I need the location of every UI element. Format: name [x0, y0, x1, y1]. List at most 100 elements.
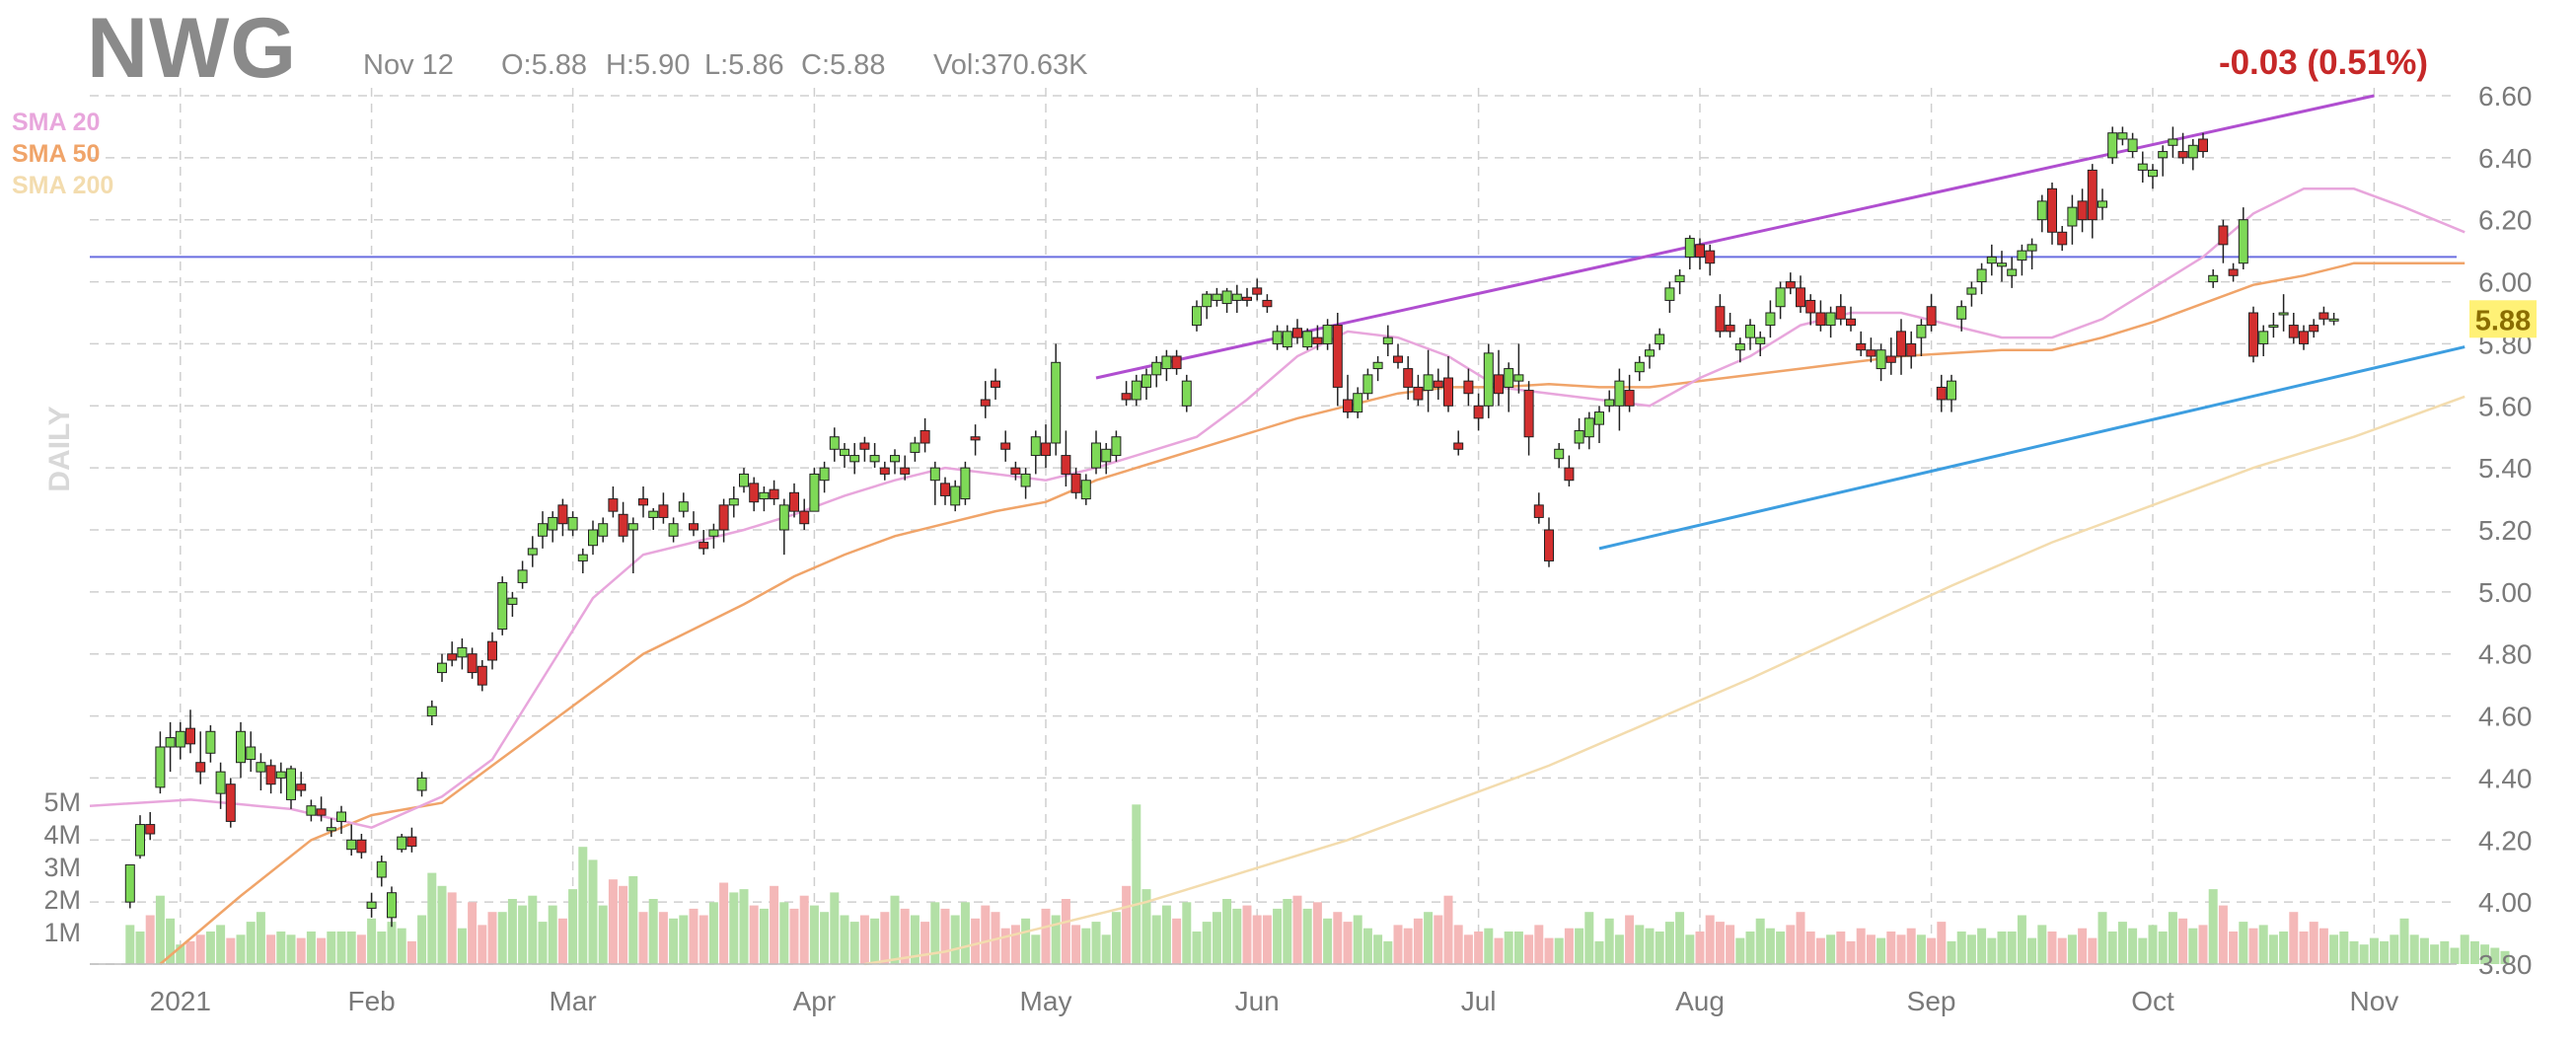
volume-bar [2188, 929, 2197, 964]
candle-body [1776, 288, 1785, 307]
volume-bar [2138, 938, 2147, 964]
volume-bar [578, 847, 587, 964]
candle-body [2239, 220, 2247, 263]
candle-body [508, 598, 517, 604]
high-value: H:5.90 [606, 49, 690, 82]
candle-body [1323, 326, 1332, 344]
candle-body [458, 647, 467, 656]
volume-bar [1162, 906, 1171, 964]
candle-body [1394, 356, 1403, 362]
candle-body [1363, 375, 1372, 394]
candle-body [1001, 443, 1010, 449]
candle-body [1062, 456, 1070, 475]
y-tick-label: 4.60 [2478, 702, 2533, 732]
candle-body [1283, 332, 1291, 347]
candle-body [1977, 269, 1986, 282]
candle-body [1897, 332, 1906, 356]
candle-body [307, 806, 316, 815]
volume-bar [2078, 929, 2087, 964]
candle-body [1886, 356, 1895, 362]
legend-sma50: SMA 50 [12, 140, 100, 169]
volume-bar [1464, 934, 1473, 964]
candle-body [770, 489, 778, 498]
volume-bar [841, 916, 849, 965]
candle-body [2027, 245, 2036, 251]
candle-body [841, 449, 849, 455]
candle-body [1826, 313, 1835, 326]
candle-body [407, 837, 416, 846]
candle-body [2149, 170, 2158, 176]
y-tick-label: 6.20 [2478, 205, 2533, 236]
volume-bar [891, 896, 900, 964]
volume-bar [2229, 932, 2238, 964]
candle-body [1806, 300, 1815, 313]
volume-bar [206, 932, 215, 964]
candle-body [2269, 326, 2278, 328]
volume-bar [1243, 906, 1252, 964]
candle-body [1907, 343, 1916, 356]
candle-body [156, 747, 165, 787]
volume-bar [237, 934, 246, 964]
candle-body [488, 641, 497, 660]
candle-body [578, 555, 587, 560]
candle-body [1746, 326, 1755, 338]
volume-bar [549, 906, 557, 964]
y-tick-label: 6.00 [2478, 267, 2533, 298]
volume-bar [810, 906, 819, 964]
ticker-symbol: NWG [87, 0, 297, 98]
candle-body [1052, 362, 1061, 443]
candle-body [760, 492, 769, 498]
candle-body [1495, 375, 1504, 394]
volume-bar [1505, 932, 1513, 964]
volume-bar [498, 912, 507, 964]
candle-body [920, 430, 929, 443]
candle-body [1344, 400, 1353, 412]
candle-body [237, 731, 246, 762]
candle-body [639, 499, 648, 505]
candle-body [1847, 319, 1856, 325]
candle-body [1031, 437, 1040, 456]
volume-bar [2420, 938, 2429, 964]
volume-bar [417, 916, 426, 965]
volume-bar [1685, 934, 1694, 964]
candle-body [166, 738, 175, 747]
candle-body [1021, 474, 1030, 486]
legend-sma200: SMA 200 [12, 172, 113, 200]
volume-bar [740, 889, 749, 964]
candle-body [1967, 288, 1976, 294]
volume-bar [1383, 941, 1392, 964]
volume-bar [1011, 925, 1020, 964]
candle-body [2310, 326, 2318, 332]
volume-bar [257, 912, 265, 964]
volume-bar [1102, 934, 1111, 964]
volume-bar [2219, 906, 2228, 964]
volume-bar [558, 919, 567, 964]
volume-bar [1726, 925, 1734, 964]
candle-body [2048, 188, 2057, 232]
y-tick-label: 5.60 [2478, 391, 2533, 421]
candle-body [2169, 139, 2177, 145]
candle-body [1444, 378, 1453, 406]
candle-body [1836, 307, 1845, 320]
volume-bar [478, 925, 486, 964]
volume-bar [2249, 929, 2258, 964]
volume-bar [729, 892, 738, 964]
candle-body [2138, 164, 2147, 170]
volume-bar [2329, 934, 2338, 964]
candle-body [1635, 362, 1644, 371]
y-tick-label: 4.80 [2478, 639, 2533, 670]
candle-body [438, 663, 447, 672]
sma200-line [864, 397, 2465, 964]
volume-bar [1344, 922, 1353, 964]
candle-body [417, 778, 426, 790]
volume-bar [407, 941, 416, 964]
candle-body [2159, 152, 2168, 158]
candle-body [2128, 139, 2137, 152]
candle-body [830, 437, 839, 450]
volume-bar [1937, 922, 1946, 964]
volume-bar [2451, 948, 2460, 965]
candle-body [377, 861, 386, 877]
candle-body [1222, 291, 1231, 304]
candle-body [1354, 394, 1362, 412]
volume-bar [327, 932, 335, 964]
